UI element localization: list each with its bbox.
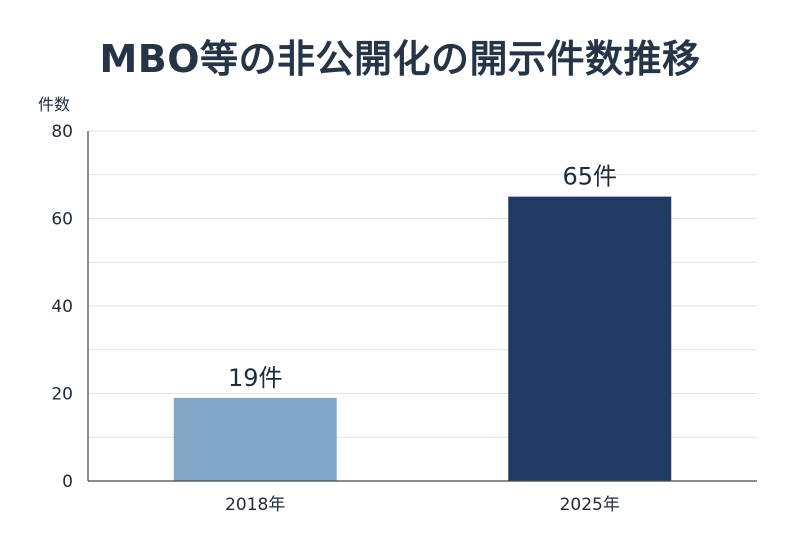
data-label: 65件 [562,163,617,191]
y-tick-label: 0 [62,472,73,492]
y-tick-label: 60 [51,210,73,230]
y-axis-label: 件数 [38,95,70,114]
y-tick-label: 20 [51,385,73,405]
y-axis-ticks: 0 20 40 60 80 [51,122,73,492]
data-label: 19件 [228,364,283,392]
y-tick-label: 40 [51,297,73,317]
bar [173,397,337,481]
x-tick-label: 2025年 [560,495,620,515]
x-tick-label: 2018年 [225,495,285,515]
data-labels: 19件 65件 [228,163,617,392]
x-axis-ticks: 2018年 2025年 [225,495,620,515]
chart-title: MBO等の非公開化の開示件数推移 [99,37,701,81]
bar [508,196,672,481]
bars [173,196,672,481]
y-tick-label: 80 [51,122,73,142]
